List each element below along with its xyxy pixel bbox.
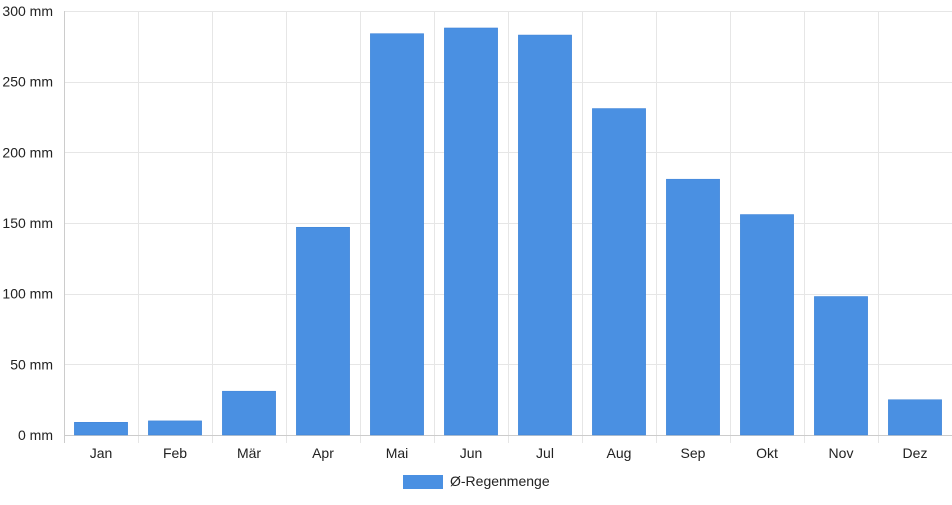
y-tick-label: 100 mm xyxy=(2,286,53,302)
bars xyxy=(74,27,942,436)
bar-jun[interactable] xyxy=(444,27,498,436)
bar-aug[interactable] xyxy=(592,108,646,436)
y-tick-label: 150 mm xyxy=(2,215,53,231)
bar-jan[interactable] xyxy=(74,422,128,436)
x-tick-label: Jun xyxy=(460,445,483,461)
grid-lines xyxy=(64,11,952,443)
x-tick-label: Mär xyxy=(237,445,261,461)
bar-sep[interactable] xyxy=(666,178,720,436)
x-tick-label: Nov xyxy=(829,445,854,461)
x-tick-label: Okt xyxy=(756,445,778,461)
legend-swatch[interactable] xyxy=(403,475,443,489)
bar-apr[interactable] xyxy=(296,226,350,436)
x-tick-label: Feb xyxy=(163,445,187,461)
bar-okt[interactable] xyxy=(740,214,794,436)
x-tick-label: Dez xyxy=(903,445,928,461)
x-axis-labels: Jan Feb Mär Apr Mai Jun Jul Aug Sep Okt Nov Dez xyxy=(90,445,928,461)
x-tick-label: Apr xyxy=(312,445,334,461)
bar-dez[interactable] xyxy=(888,399,942,436)
x-tick-label: Aug xyxy=(607,445,632,461)
y-axis-labels: 0 mm 50 mm 100 mm 150 mm 200 mm 250 mm 300 mm xyxy=(2,3,53,443)
bar-feb[interactable] xyxy=(148,420,202,436)
y-tick-label: 0 mm xyxy=(18,427,53,443)
legend-label[interactable]: Ø-Regenmenge xyxy=(450,473,550,489)
bar-mär[interactable] xyxy=(222,390,276,436)
x-tick-label: Mai xyxy=(386,445,409,461)
bar-jul[interactable] xyxy=(518,34,572,436)
y-tick-label: 200 mm xyxy=(2,144,53,160)
x-tick-label: Jul xyxy=(536,445,554,461)
x-tick-label: Sep xyxy=(681,445,706,461)
bar-nov[interactable] xyxy=(814,296,868,436)
y-tick-label: 300 mm xyxy=(2,3,53,19)
y-tick-label: 250 mm xyxy=(2,74,53,90)
x-tick-label: Jan xyxy=(90,445,113,461)
y-tick-label: 50 mm xyxy=(10,356,53,372)
bar-mai[interactable] xyxy=(370,33,424,436)
legend[interactable]: Ø-Regenmenge xyxy=(403,473,550,489)
